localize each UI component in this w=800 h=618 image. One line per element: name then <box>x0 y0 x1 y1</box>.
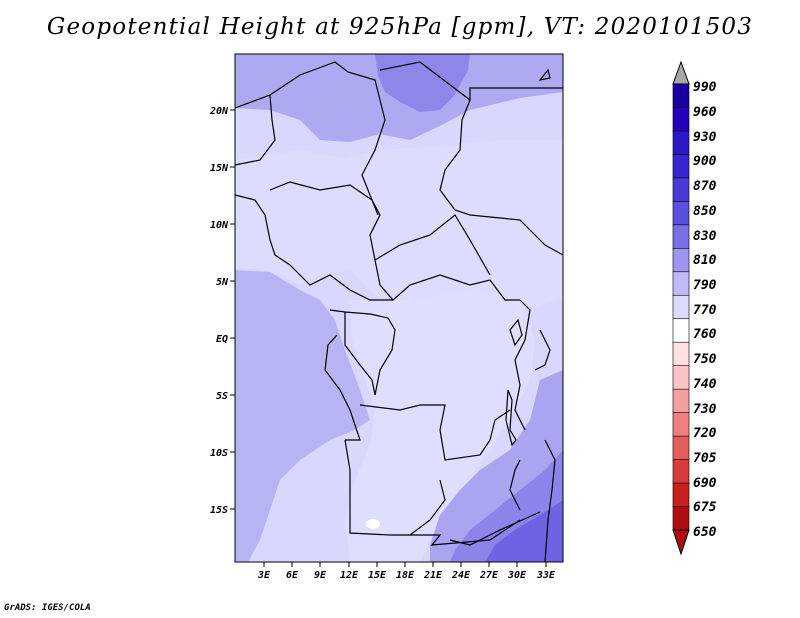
colorbar-top-arrow <box>672 60 690 85</box>
colorbar-label: 810 <box>693 253 717 268</box>
lake-outline <box>538 68 551 81</box>
colorbar-swatch <box>672 107 690 132</box>
colorbar-bottom-arrow <box>672 529 690 556</box>
colorbar-swatches <box>672 83 690 531</box>
colorbar-label: 770 <box>693 303 717 318</box>
shade-basin-770 <box>345 290 535 562</box>
colorbar-swatch <box>672 318 690 343</box>
border-line <box>269 181 373 201</box>
lon-label: 33E <box>536 570 556 581</box>
grads-credit: GrADS: IGES/COLA <box>4 603 91 613</box>
lat-label: EQ <box>216 334 228 345</box>
border-line <box>534 329 551 371</box>
lat-label: 10N <box>210 220 229 231</box>
colorbar-label: 960 <box>693 105 717 120</box>
colorbar-label: 650 <box>693 525 717 540</box>
border-line <box>439 99 564 256</box>
border-line <box>359 404 511 461</box>
lon-axis <box>263 562 547 567</box>
colorbar-label: 830 <box>693 229 717 244</box>
border-line <box>344 312 376 396</box>
colorbar-label: 760 <box>693 327 717 342</box>
border-line <box>509 459 521 511</box>
country-borders <box>234 61 564 563</box>
lat-axis <box>230 109 235 510</box>
border-line <box>329 309 396 396</box>
lon-label: 12E <box>340 570 359 581</box>
border-line <box>514 299 531 431</box>
border-line <box>344 439 521 546</box>
lat-label: 5N <box>216 277 229 288</box>
colorbar-label: 690 <box>693 476 717 491</box>
lat-label: 15S <box>210 505 228 516</box>
shade-white-patch <box>366 519 380 529</box>
lat-label: 5S <box>216 391 228 402</box>
colorbar-label: 740 <box>693 377 717 392</box>
lon-label: 24E <box>451 570 471 581</box>
colorbar-label: 900 <box>693 154 717 169</box>
border-line <box>544 439 556 563</box>
shade-north-830 <box>375 54 470 112</box>
colorbar-swatch <box>672 365 690 390</box>
map-frame <box>234 53 564 563</box>
colorbar-label: 850 <box>693 204 717 219</box>
lon-label: 30E <box>507 570 527 581</box>
colorbar-labels: 990 960 930 900 870 850 830 810 790 770 … <box>693 80 717 540</box>
lon-labels: 3E 6E 9E 12E 15E 18E 21E 24E 27E 30E 33E <box>257 570 556 581</box>
colorbar-swatch <box>672 130 690 156</box>
shade-westcoast-810 <box>235 270 370 562</box>
lon-label: 6E <box>286 570 299 581</box>
lon-label: 9E <box>314 570 327 581</box>
lon-label: 15E <box>368 570 387 581</box>
colorbar-swatch <box>672 388 690 414</box>
colorbar-swatch <box>672 83 690 109</box>
colorbar-label: 720 <box>693 426 717 441</box>
colorbar-swatch <box>672 506 690 531</box>
colorbar-swatch <box>672 341 690 367</box>
chart-title: Geopotential Height at 925hPa [gpm], VT:… <box>46 14 754 40</box>
lon-label: 3E <box>257 570 271 581</box>
colorbar-swatch <box>672 271 690 296</box>
colorbar-swatch <box>672 248 690 273</box>
lon-label: 18E <box>396 570 415 581</box>
colorbar-label: 790 <box>693 278 717 293</box>
border-line <box>289 264 393 301</box>
lat-label: 10S <box>210 448 228 459</box>
border-line <box>409 479 446 536</box>
border-line <box>234 94 276 166</box>
lon-label: 27E <box>479 570 499 581</box>
border-line <box>234 61 386 216</box>
colorbar-label: 750 <box>693 352 717 367</box>
colorbar <box>672 60 690 556</box>
lat-labels: 20N 15N 10N 5N EQ 5S 10S 15S <box>209 106 229 516</box>
colorbar-swatch <box>672 224 690 249</box>
border-line <box>374 214 491 276</box>
border-line <box>234 194 291 266</box>
colorbar-label: 870 <box>693 179 717 194</box>
colorbar-swatch <box>672 294 690 320</box>
colorbar-label: 730 <box>693 402 717 417</box>
shade-southeast-850 <box>485 500 563 562</box>
colorbar-swatch <box>672 459 690 484</box>
colorbar-swatch <box>672 482 690 508</box>
border-line <box>449 511 541 546</box>
colorbar-swatch <box>672 435 690 461</box>
colorbar-label: 705 <box>693 451 717 466</box>
lat-label: 20N <box>209 106 229 117</box>
colorbar-swatch <box>672 154 690 179</box>
colorbar-label: 990 <box>693 80 717 95</box>
colorbar-swatch <box>672 201 690 226</box>
colorbar-label: 930 <box>693 130 717 145</box>
lat-label: 15N <box>210 163 229 174</box>
colorbar-label: 675 <box>693 500 717 515</box>
colorbar-swatch <box>672 177 690 202</box>
border-line <box>369 199 520 301</box>
border-line <box>324 334 361 441</box>
lon-label: 21E <box>423 570 443 581</box>
lake-outline <box>509 318 523 347</box>
colorbar-swatch <box>672 412 690 437</box>
lake-outline <box>505 389 517 447</box>
